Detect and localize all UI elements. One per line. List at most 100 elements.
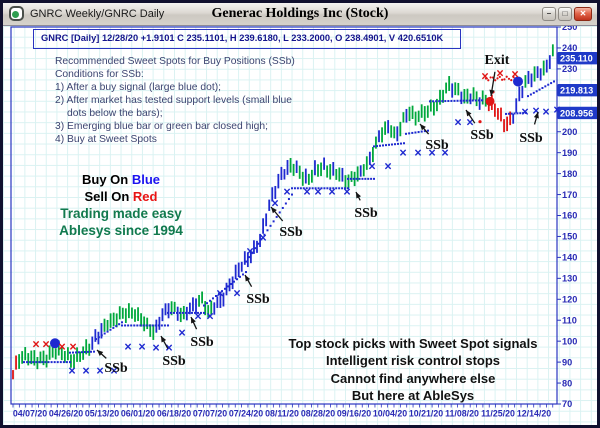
svg-text:×: × bbox=[259, 231, 266, 245]
svg-text:04/07/20: 04/07/20 bbox=[13, 409, 47, 419]
svg-text:SSb: SSb bbox=[470, 128, 494, 143]
svg-text:SSb: SSb bbox=[246, 292, 270, 307]
sell-on-red-line: Sell On Red bbox=[84, 189, 158, 204]
svg-text:09/16/20: 09/16/20 bbox=[337, 409, 371, 419]
svg-text:08/11/20: 08/11/20 bbox=[265, 409, 299, 419]
svg-text:70: 70 bbox=[562, 399, 572, 409]
svg-text:×: × bbox=[441, 146, 448, 160]
svg-text:×: × bbox=[343, 185, 350, 199]
svg-text:×: × bbox=[233, 286, 240, 300]
document-title: Generac Holdings Inc (Stock) bbox=[211, 6, 389, 21]
maximize-button[interactable]: □ bbox=[558, 7, 572, 21]
pitch-line: Cannot find anywhere else bbox=[330, 370, 496, 386]
svg-text:SSb: SSb bbox=[279, 225, 303, 240]
svg-text:×: × bbox=[271, 196, 278, 210]
svg-text:×: × bbox=[32, 338, 39, 352]
app-logo-dot bbox=[12, 11, 19, 18]
price-chart[interactable]: 250 240 230 200 190 180 170 160 150 140 130 120 110 1… bbox=[3, 26, 597, 425]
svg-text:07/24/20: 07/24/20 bbox=[229, 409, 263, 419]
svg-text:04/26/20: 04/26/20 bbox=[49, 409, 83, 419]
svg-text:190: 190 bbox=[562, 148, 577, 158]
svg-text:SSb: SSb bbox=[162, 354, 186, 369]
svg-text:06/01/20: 06/01/20 bbox=[121, 409, 155, 419]
ssb-conditions-note: Recommended Sweet Spots for Buy Position… bbox=[55, 55, 295, 146]
tagline: Ablesys since 1994 bbox=[59, 223, 183, 238]
pitch-line: Top stock picks with Sweet Spot signals bbox=[288, 336, 538, 351]
svg-text:208.956: 208.956 bbox=[560, 108, 593, 118]
window-title: GNRC Weekly/GNRC Daily bbox=[30, 8, 165, 20]
exit-signal-dot bbox=[485, 96, 495, 106]
ssb-x-marks: × × × ×× × × ××× ×× ××××× × × × ×× ×× × × ×× ×× × × × bbox=[68, 103, 560, 378]
svg-text:110: 110 bbox=[562, 315, 577, 325]
svg-text:150: 150 bbox=[562, 232, 577, 242]
svg-text:×: × bbox=[42, 338, 49, 352]
svg-text:×: × bbox=[152, 341, 159, 355]
svg-text:×: × bbox=[178, 326, 185, 340]
svg-text:×: × bbox=[206, 309, 213, 323]
y-axis: 250 240 230 200 190 180 170 160 150 140 130 120 110 1… bbox=[557, 26, 597, 409]
title-bar[interactable]: GNRC Weekly/GNRC Daily Generac Holdings … bbox=[3, 3, 597, 26]
svg-text:×: × bbox=[216, 286, 223, 300]
svg-text:SSb: SSb bbox=[190, 335, 214, 350]
svg-text:×: × bbox=[69, 340, 76, 354]
svg-text:×: × bbox=[414, 146, 421, 160]
note-line: 1) After a buy signal (large blue dot); bbox=[55, 82, 221, 93]
svg-text:×: × bbox=[314, 185, 321, 199]
svg-text:12/14/20: 12/14/20 bbox=[517, 409, 551, 419]
svg-text:×: × bbox=[138, 340, 145, 354]
svg-text:×: × bbox=[521, 105, 528, 119]
tagline: Trading made easy bbox=[60, 206, 182, 221]
svg-text:×: × bbox=[481, 70, 488, 84]
app-icon bbox=[9, 6, 24, 21]
svg-text:120: 120 bbox=[562, 294, 577, 304]
svg-text:×: × bbox=[246, 245, 253, 259]
svg-text:×: × bbox=[303, 185, 310, 199]
x-axis: 04/07/20 04/26/20 05/13/20 06/01/20 06/18/20… bbox=[12, 404, 554, 419]
svg-text:160: 160 bbox=[562, 211, 577, 221]
svg-text:11/08/20: 11/08/20 bbox=[445, 409, 479, 419]
svg-text:×: × bbox=[68, 364, 75, 378]
support-dots bbox=[23, 80, 555, 364]
svg-text:×: × bbox=[511, 68, 518, 82]
svg-text:06/18/20: 06/18/20 bbox=[157, 409, 191, 419]
close-button[interactable]: ✕ bbox=[574, 7, 592, 21]
svg-text:×: × bbox=[466, 116, 473, 130]
svg-text:×: × bbox=[532, 104, 539, 118]
svg-text:180: 180 bbox=[562, 169, 577, 179]
svg-text:200: 200 bbox=[562, 127, 577, 137]
svg-text:×: × bbox=[328, 185, 335, 199]
pitch-line: But here at AbleSys bbox=[351, 387, 475, 403]
svg-text:08/28/20: 08/28/20 bbox=[301, 409, 335, 419]
svg-text:×: × bbox=[82, 364, 89, 378]
svg-text:×: × bbox=[124, 340, 131, 354]
svg-text:×: × bbox=[368, 160, 375, 174]
svg-text:07/07/20: 07/07/20 bbox=[193, 409, 227, 419]
svg-text:10/04/20: 10/04/20 bbox=[373, 409, 407, 419]
svg-text:×: × bbox=[96, 364, 103, 378]
svg-text:×: × bbox=[58, 340, 65, 354]
note-line: 2) After market has tested support level… bbox=[55, 95, 292, 106]
svg-text:230: 230 bbox=[562, 64, 577, 74]
window-controls: – □ ✕ bbox=[542, 7, 592, 21]
svg-text:130: 130 bbox=[562, 274, 577, 284]
quote-bar: GNRC [Daily] 12/28/20 +1.9101 C 235.1101… bbox=[33, 29, 461, 49]
note-line: dots below the bars); bbox=[67, 108, 163, 119]
note-line: 3) Emerging blue bar or green bar closed… bbox=[55, 121, 268, 132]
svg-text:250: 250 bbox=[562, 26, 577, 32]
svg-text:80: 80 bbox=[562, 378, 572, 388]
svg-text:×: × bbox=[399, 146, 406, 160]
svg-text:140: 140 bbox=[562, 253, 577, 263]
svg-text:×: × bbox=[194, 309, 201, 323]
quote-text: GNRC [Daily] 12/28/20 +1.9101 C 235.1101… bbox=[41, 33, 444, 43]
signal-labels: SSb SSb SSb SSb SSb SSb SSb SSb SSb Exit bbox=[96, 53, 543, 376]
svg-text:SSb: SSb bbox=[519, 131, 543, 146]
minimize-button[interactable]: – bbox=[542, 7, 556, 21]
svg-text:219.813: 219.813 bbox=[560, 86, 593, 96]
svg-text:235.110: 235.110 bbox=[560, 54, 593, 64]
svg-text:SSb: SSb bbox=[354, 206, 378, 221]
chart-client-area: 250 240 230 200 190 180 170 160 150 140 130 120 110 1… bbox=[3, 26, 597, 425]
svg-text:05/13/20: 05/13/20 bbox=[85, 409, 119, 419]
svg-text:Exit: Exit bbox=[485, 53, 510, 68]
svg-text:90: 90 bbox=[562, 357, 572, 367]
